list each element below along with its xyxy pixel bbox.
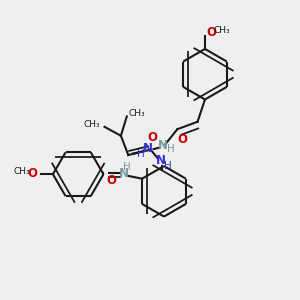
Text: H: H	[167, 144, 175, 154]
Text: N: N	[119, 167, 129, 180]
Text: CH₃: CH₃	[83, 120, 100, 129]
Text: H: H	[137, 149, 145, 159]
Text: O: O	[206, 26, 217, 38]
Text: O: O	[106, 174, 116, 187]
Text: CH₃: CH₃	[13, 167, 30, 176]
Text: N: N	[156, 154, 166, 167]
Text: O: O	[147, 131, 157, 144]
Text: N: N	[142, 142, 153, 155]
Text: CH₃: CH₃	[213, 26, 230, 35]
Text: H: H	[164, 161, 171, 171]
Text: O: O	[177, 133, 187, 146]
Text: O: O	[28, 167, 38, 180]
Text: N: N	[158, 139, 167, 152]
Text: CH₃: CH₃	[128, 109, 145, 118]
Text: H: H	[123, 162, 130, 172]
